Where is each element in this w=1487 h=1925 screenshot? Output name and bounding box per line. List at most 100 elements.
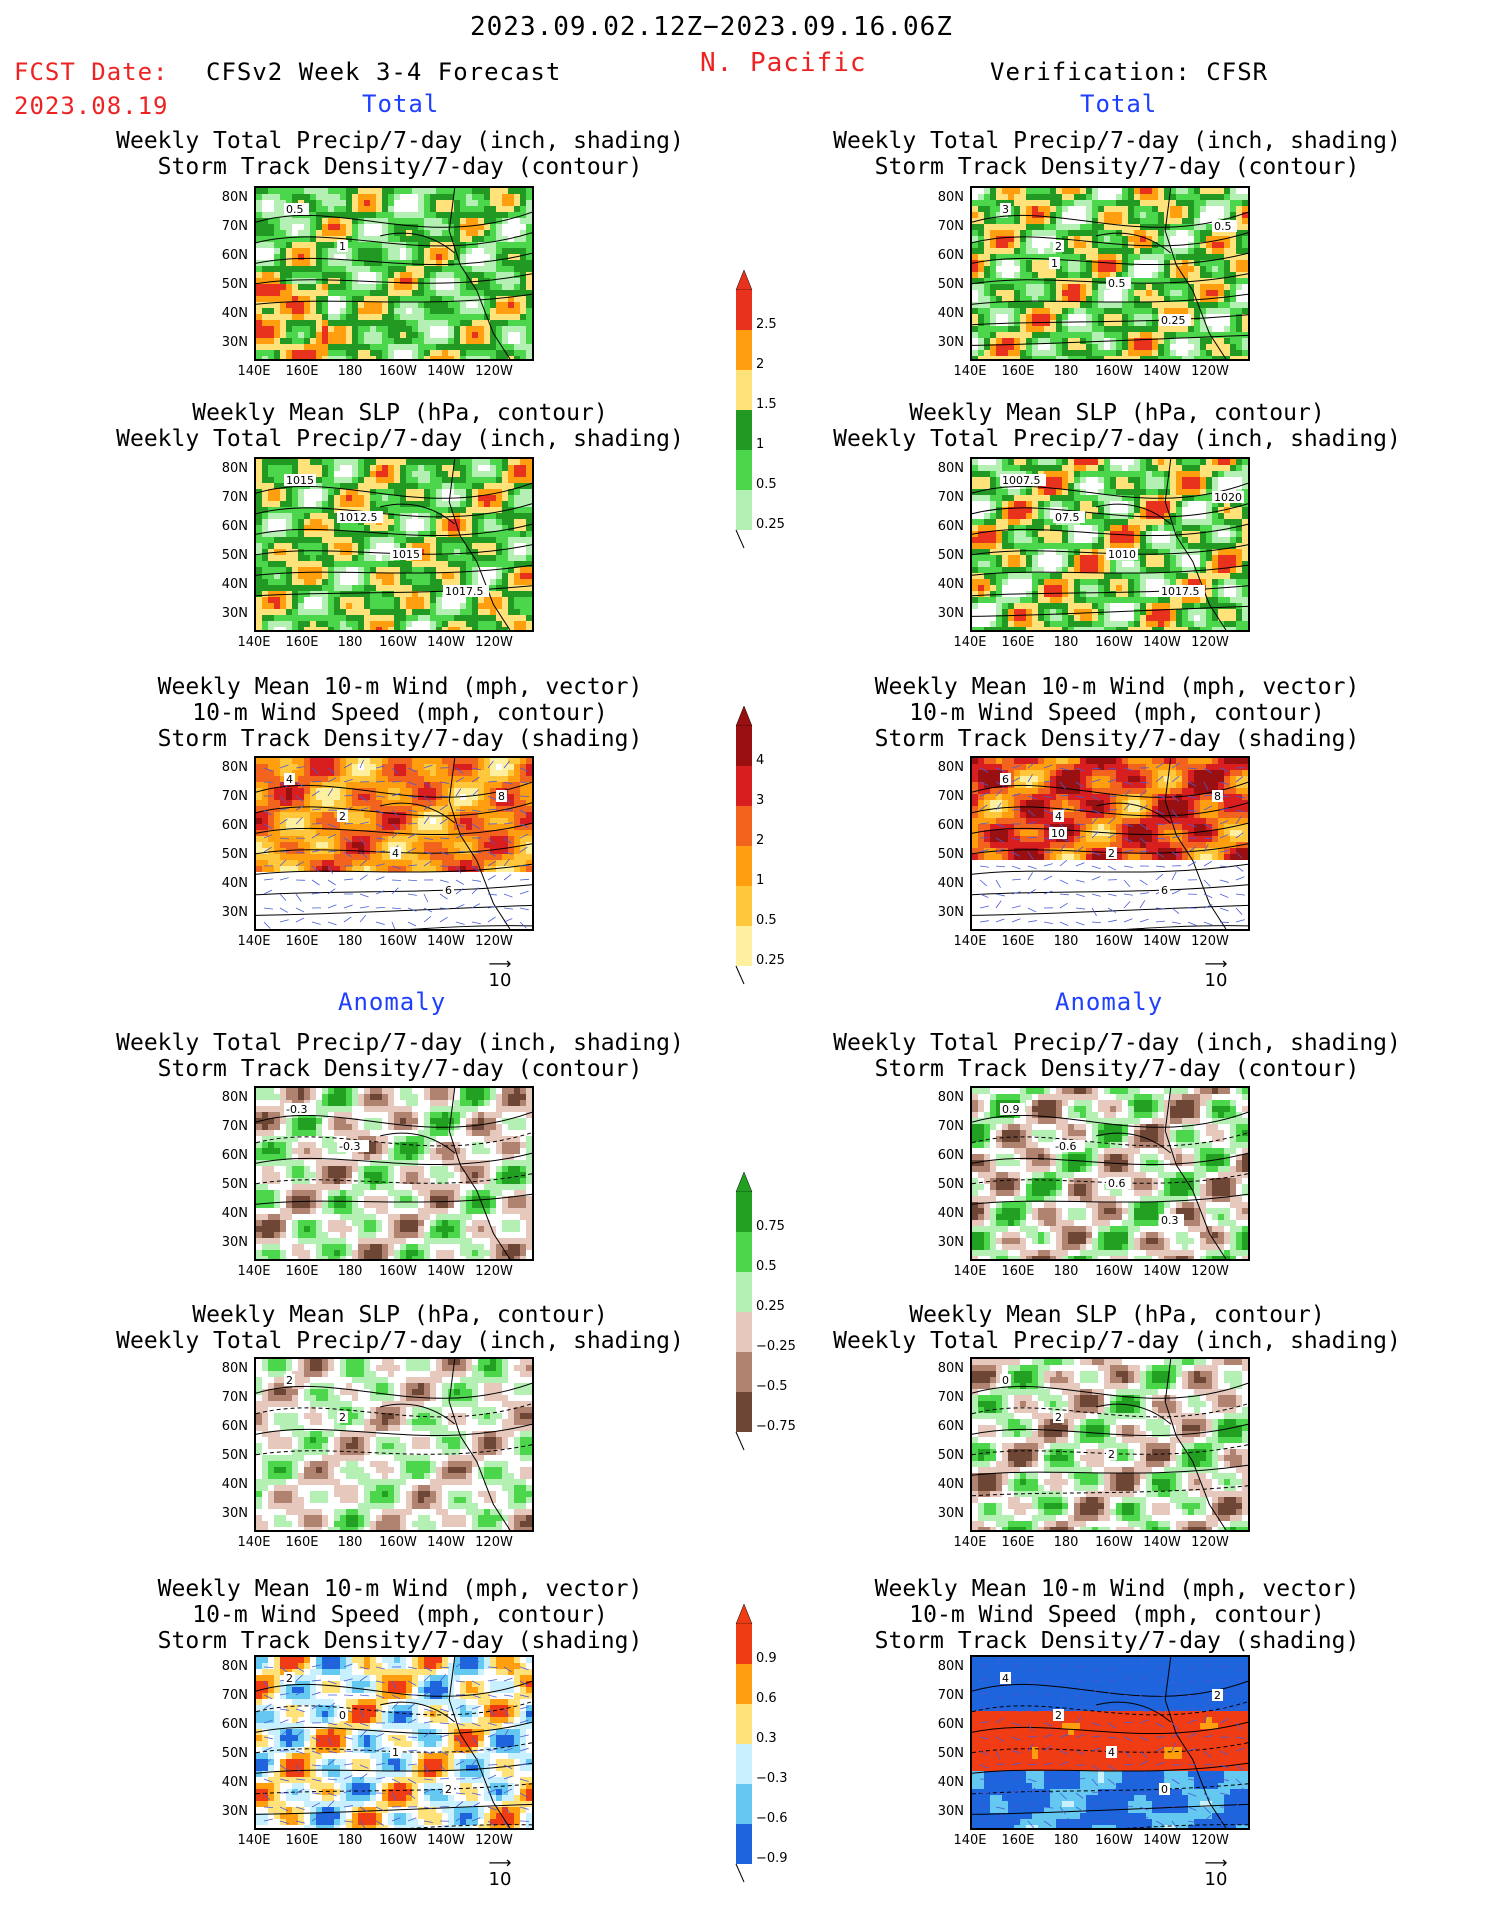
shade-cell xyxy=(526,200,532,206)
shade-cell xyxy=(1032,284,1038,290)
shade-cell xyxy=(1122,332,1128,338)
shade-cell xyxy=(436,543,442,549)
shade-cell xyxy=(1014,284,1020,290)
shade-cell xyxy=(1206,585,1212,591)
shade-cell xyxy=(1032,501,1038,507)
shade-cell xyxy=(454,477,460,483)
shade-cell xyxy=(1206,236,1212,242)
shade-cell xyxy=(502,332,508,338)
shade-cell xyxy=(316,302,322,308)
shade-cell xyxy=(424,254,430,260)
shade-cell xyxy=(1038,218,1044,224)
shade-cell xyxy=(352,531,358,537)
shade-cell xyxy=(430,278,436,284)
shade-cell xyxy=(328,621,334,627)
shade-cell xyxy=(358,290,364,296)
shade-cell xyxy=(340,290,346,296)
shade-cell xyxy=(346,495,352,501)
shade-cell xyxy=(1044,350,1050,356)
shade-cell xyxy=(1014,236,1020,242)
shade-cell xyxy=(1140,549,1146,555)
shade-cell xyxy=(262,519,268,525)
shade-cell xyxy=(1098,314,1104,320)
shade-cell xyxy=(1206,465,1212,471)
shade-cell xyxy=(376,465,382,471)
shade-cell xyxy=(256,495,262,501)
shade-cell xyxy=(1170,627,1176,630)
shade-cell xyxy=(1152,555,1158,561)
shade-cell xyxy=(268,296,274,302)
shade-cell xyxy=(442,567,448,573)
shade-cell xyxy=(466,236,472,242)
shade-cell xyxy=(448,615,454,621)
shade-cell xyxy=(358,579,364,585)
shade-cell xyxy=(304,519,310,525)
shade-cell xyxy=(454,188,460,194)
shade-cell xyxy=(1056,302,1062,308)
shade-cell xyxy=(1146,609,1152,615)
shade-cell xyxy=(996,326,1002,332)
shade-cell xyxy=(388,471,394,477)
shade-cell xyxy=(978,278,984,284)
shade-cell xyxy=(1128,206,1134,212)
shade-cell xyxy=(322,483,328,489)
contour-line xyxy=(972,273,1248,285)
shade-cell xyxy=(520,188,526,194)
shade-cell xyxy=(1176,332,1182,338)
shade-cell xyxy=(1206,194,1212,200)
shade-cell xyxy=(1188,465,1194,471)
shade-cell xyxy=(376,266,382,272)
shade-cell xyxy=(1086,284,1092,290)
shade-cell xyxy=(328,573,334,579)
shade-cell xyxy=(1020,272,1026,278)
shade-cell xyxy=(1020,531,1026,537)
shade-cell xyxy=(972,537,978,543)
shade-cell xyxy=(478,609,484,615)
shade-cell xyxy=(1032,344,1038,350)
shade-cell xyxy=(502,212,508,218)
shade-cell xyxy=(418,314,424,320)
shade-cell xyxy=(520,513,526,519)
shade-cell xyxy=(346,254,352,260)
shade-cell xyxy=(490,477,496,483)
shade-cell xyxy=(1164,326,1170,332)
shade-cell xyxy=(412,302,418,308)
shade-cell xyxy=(1080,615,1086,621)
shade-cell xyxy=(526,543,532,549)
shade-cell xyxy=(394,344,400,350)
shade-cell xyxy=(1158,555,1164,561)
shade-cell xyxy=(1134,573,1140,579)
shade-cell xyxy=(376,567,382,573)
shade-cell xyxy=(978,272,984,278)
contour-line xyxy=(256,252,532,266)
shade-cell xyxy=(418,266,424,272)
shade-cell xyxy=(1110,579,1116,585)
shade-cell xyxy=(1002,308,1008,314)
shade-cell xyxy=(1242,326,1248,332)
shade-cell xyxy=(460,615,466,621)
shade-cell xyxy=(394,579,400,585)
shade-cell xyxy=(1152,621,1158,627)
shade-cell xyxy=(304,459,310,465)
shade-cell xyxy=(436,573,442,579)
shade-cell xyxy=(424,356,430,359)
shade-cell xyxy=(1194,188,1200,194)
shade-cell xyxy=(1230,206,1236,212)
shade-cell xyxy=(454,212,460,218)
shade-cell xyxy=(1188,218,1194,224)
shade-cell xyxy=(1050,537,1056,543)
shade-cell xyxy=(1194,224,1200,230)
shade-cell xyxy=(1170,471,1176,477)
shade-cell xyxy=(424,236,430,242)
shade-cell xyxy=(996,525,1002,531)
shade-cell xyxy=(984,561,990,567)
shade-cell xyxy=(358,260,364,266)
shade-cell xyxy=(1026,525,1032,531)
shade-cell xyxy=(310,284,316,290)
shade-cell xyxy=(418,224,424,230)
shade-cell xyxy=(1098,507,1104,513)
shade-cell xyxy=(286,290,292,296)
shade-cell xyxy=(322,242,328,248)
shade-cell xyxy=(412,326,418,332)
shade-cell xyxy=(400,561,406,567)
